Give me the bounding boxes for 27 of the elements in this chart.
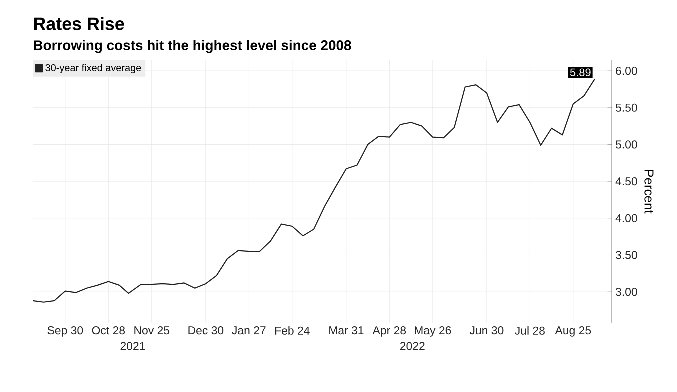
legend-label: 30-year fixed average: [46, 64, 142, 74]
y-tick-label: 6.00: [616, 66, 638, 76]
x-tick-label: Aug 25: [555, 326, 592, 337]
chart-subtitle: Borrowing costs hit the highest level since 2008: [34, 40, 352, 54]
data-label: 5.89: [570, 68, 591, 76]
line-series: [32, 78, 596, 303]
x-tick-label: Feb 24: [276, 326, 310, 335]
y-tick-label: 4.50: [616, 177, 638, 186]
x-tick-label: Apr 28: [372, 326, 406, 337]
y-tick-label: 4.00: [616, 214, 638, 222]
y-axis-title: Percent: [644, 170, 654, 214]
x-tick-label: Dec 30: [188, 326, 224, 335]
text: 2022: [400, 342, 425, 350]
y-tick-label: 5.50: [616, 104, 638, 112]
y-tick-label: 5.00: [616, 140, 638, 149]
text: 2021: [120, 342, 146, 350]
x-tick-label: Mar 31: [330, 326, 364, 335]
y-tick-label: 3.50: [616, 251, 638, 260]
y-tick-label: 3.00: [616, 288, 638, 296]
x-tick-label: Oct 28: [92, 326, 126, 335]
x-tick-label: Jan 27: [232, 326, 266, 335]
x-tick-label: Jul 28: [515, 326, 545, 335]
x-tick-label: Jun 30: [470, 326, 504, 335]
x-tick-label: Sep 30: [48, 326, 84, 337]
chart-title: Rates Rise: [34, 17, 124, 30]
x-tick-label: Nov 25: [134, 326, 170, 335]
x-tick-label: May 26: [415, 326, 452, 337]
